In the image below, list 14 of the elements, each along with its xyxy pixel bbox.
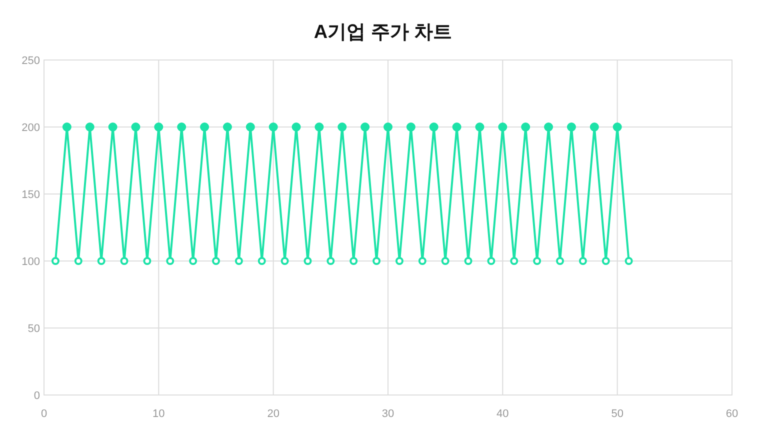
y-tick-label: 150 <box>22 189 40 201</box>
y-tick-label: 250 <box>22 55 40 67</box>
x-tick-label: 50 <box>611 408 624 420</box>
x-tick-label: 40 <box>496 408 509 420</box>
y-tick-label: 100 <box>22 256 40 268</box>
y-tick-label: 200 <box>22 122 40 134</box>
y-tick-label: 50 <box>28 323 40 335</box>
x-tick-label: 60 <box>726 408 738 420</box>
x-tick-label: 10 <box>152 408 165 420</box>
x-tick-label: 0 <box>40 408 48 420</box>
x-tick-label: 20 <box>267 408 280 420</box>
y-tick-label: 0 <box>34 390 40 402</box>
chart-title: A기업 주가 차트 <box>314 22 452 43</box>
x-tick-label: 30 <box>382 408 394 420</box>
